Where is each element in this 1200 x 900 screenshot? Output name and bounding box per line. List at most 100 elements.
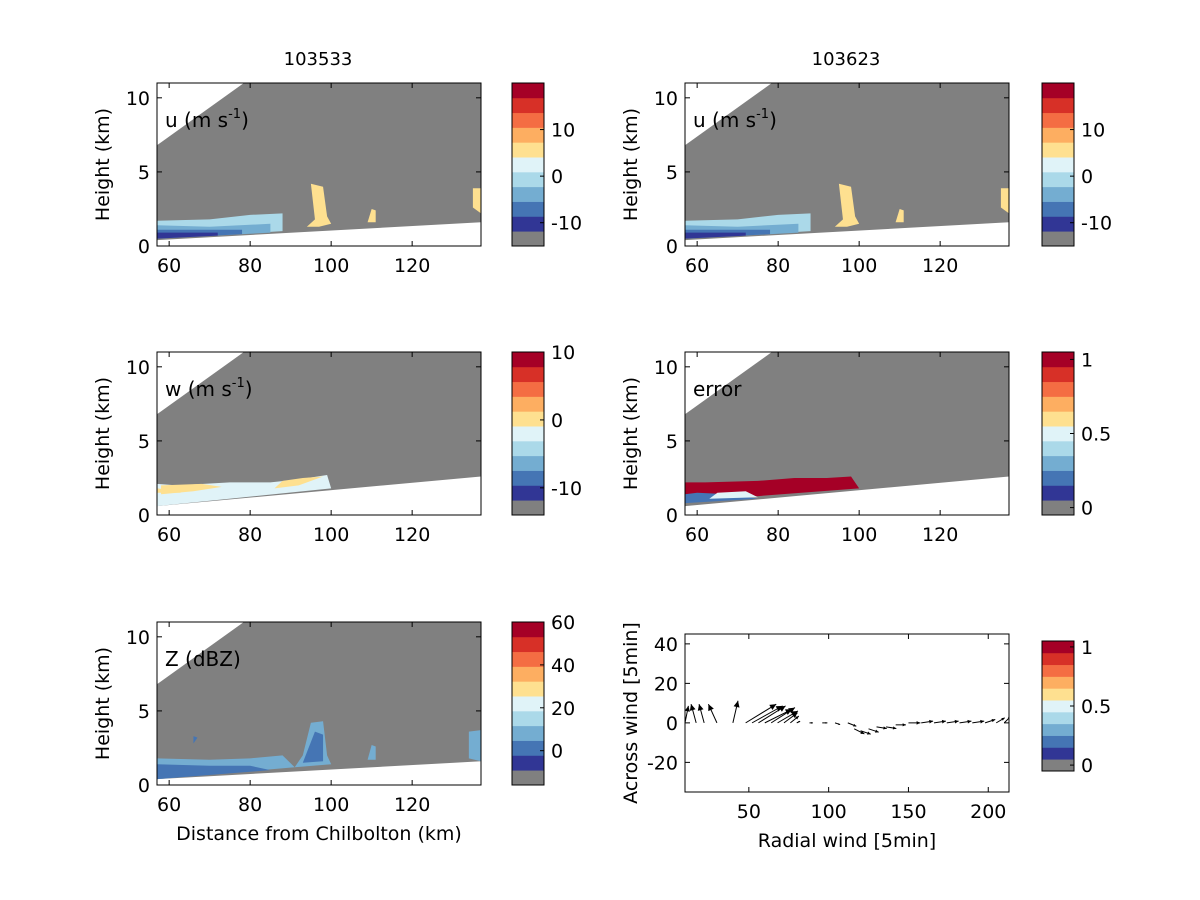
error-band-mid [709, 491, 758, 499]
x-tick-label: 120 [394, 255, 430, 277]
wind-vector-head [883, 726, 887, 730]
u-plume [834, 183, 860, 227]
y-axis-label: Height (km) [92, 108, 114, 221]
x-axis-label: Radial wind [5min] [758, 830, 936, 852]
u-cell-110 [895, 208, 904, 223]
panel-label-close: ) [241, 108, 249, 132]
wind-vector-head [811, 722, 813, 724]
title-right: 103623 [812, 49, 881, 70]
u-cell-edge [472, 188, 481, 214]
panel-label-sup: -1 [756, 107, 769, 122]
colorbar-bin [512, 411, 544, 427]
axes-frame [684, 351, 1010, 516]
colorbar-tick-label: -10 [551, 213, 582, 235]
panel-label-sup: -1 [232, 376, 245, 391]
colorbar-bin [512, 710, 544, 727]
x-axis-label: Distance from Chilbolton (km) [176, 823, 462, 845]
colorbar-bin [1042, 231, 1074, 247]
colorbar-bin [1042, 500, 1074, 516]
no-data-region [157, 352, 481, 507]
x-tick-label: 120 [394, 524, 430, 546]
panel-bottom-right: 50 100 150 200 -20 0 20 40 Across wind [5min] Rad… [620, 622, 1111, 852]
colorbar-bin [1042, 201, 1074, 217]
wind-vector-head [980, 719, 985, 724]
wind-vector-head [798, 721, 801, 723]
panel-label: error [693, 377, 742, 401]
x-tick-label: 80 [766, 255, 790, 277]
colorbar-bin [512, 171, 544, 188]
z-plume-core [302, 731, 324, 763]
colorbar-tick-label: 0 [551, 741, 563, 763]
colorbar-tick-label: 10 [1081, 120, 1105, 142]
wind-vector-head [788, 707, 795, 714]
colorbar-bin [1042, 485, 1074, 501]
field-group [685, 352, 1009, 507]
colorbar-tick-label: 0.5 [1081, 696, 1111, 718]
colorbar-bin [512, 696, 544, 712]
no-data-region [685, 83, 1009, 241]
wind-vector-head [892, 726, 897, 730]
w-patch-b [274, 476, 324, 489]
panel-middle-left: 60 80 100 120 0 5 10 Height (km) w (m s-1) -10 0 10 [92, 342, 582, 546]
colorbar-bin [512, 725, 544, 741]
colorbar: 00.51 [1041, 637, 1111, 777]
colorbar-bin [512, 755, 544, 771]
colorbar-bin [1042, 142, 1074, 158]
y-tick-label: 0 [666, 505, 678, 527]
colorbar: -10 0 10 [1041, 82, 1112, 247]
panel-label: Z (dBZ) [165, 647, 241, 671]
colorbar-bin [1042, 352, 1074, 368]
y-axis-label: Height (km) [92, 377, 114, 490]
colorbar-bin [512, 440, 544, 457]
x-tick-label: 100 [811, 801, 847, 823]
panel-label: u (m s-1) [165, 107, 249, 132]
u-band-darkest [685, 232, 746, 239]
colorbar-bin [512, 97, 544, 114]
colorbar-bin [1042, 723, 1074, 736]
panel-label-close: ) [245, 377, 253, 401]
wind-vector-head [991, 718, 996, 723]
panel-label-sup: -1 [228, 107, 241, 122]
field-group [157, 83, 481, 241]
wind-vector-head [791, 712, 798, 718]
panel-label-main: Z (dBZ) [165, 647, 241, 671]
y-tick-label: 0 [666, 236, 678, 258]
colorbar-bin [1042, 711, 1074, 725]
colorbar-frame [511, 621, 545, 786]
y-tick-label: 5 [666, 431, 678, 453]
y-tick-label: 10 [126, 357, 150, 379]
colorbar-frame [511, 82, 545, 247]
colorbar-bin [512, 381, 544, 397]
colorbar-bin [512, 681, 544, 697]
panel-label-main: u (m s [693, 108, 756, 132]
colorbar-bin [1042, 186, 1074, 202]
colorbar-bin [512, 426, 544, 442]
wind-vector-head [902, 723, 906, 727]
y-tick-label: 0 [138, 775, 150, 797]
x-tick-label: 100 [313, 255, 349, 277]
y-axis-label: Height (km) [92, 647, 114, 760]
x-tick-label: 100 [841, 524, 877, 546]
colorbar-tick-label: -10 [1081, 213, 1112, 235]
x-tick-label: 50 [737, 801, 761, 823]
colorbar-tick-label: 0 [1081, 755, 1093, 777]
x-tick-label: 80 [238, 524, 262, 546]
z-band-mid [157, 764, 271, 780]
y-tick-label: 40 [654, 634, 678, 656]
wind-vector-head [941, 719, 946, 724]
colorbar-bin [512, 770, 544, 786]
x-tick-label: 120 [922, 255, 958, 277]
y-axis-label: Height (km) [620, 108, 642, 221]
field-group [157, 352, 481, 507]
u-cell-edge [1000, 188, 1009, 214]
colorbar-bin [512, 157, 544, 173]
z-cell-110 [367, 744, 376, 760]
x-tick-label: 60 [157, 794, 181, 816]
colorbar-frame [1041, 82, 1075, 247]
x-tick-label: 80 [766, 524, 790, 546]
colorbar-bin [512, 142, 544, 158]
y-tick-label: 0 [138, 505, 150, 527]
axes-frame [156, 621, 482, 786]
y-tick-label: 5 [138, 431, 150, 453]
